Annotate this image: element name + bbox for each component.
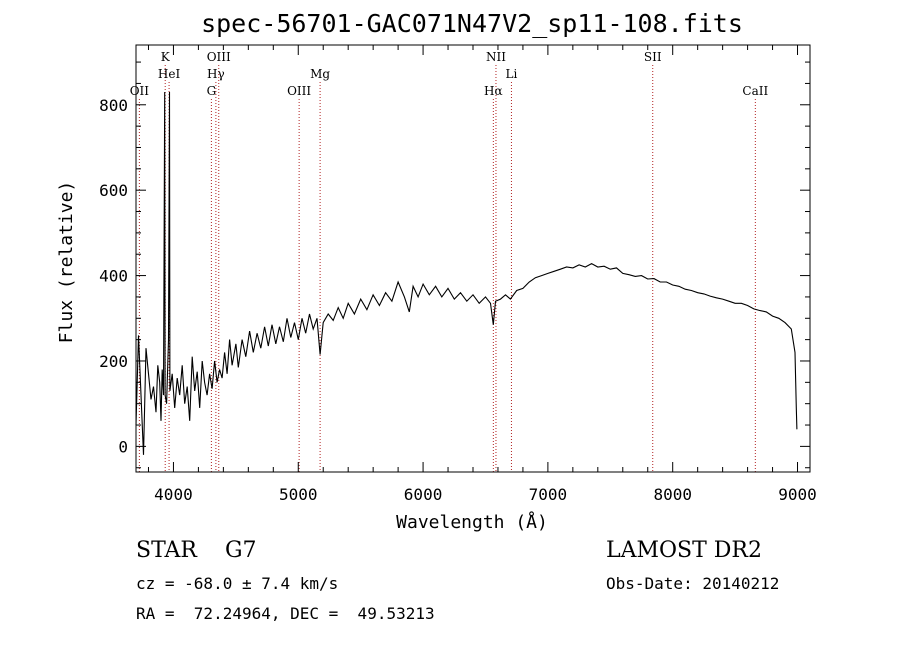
plot-frame [135,44,811,473]
y-axis-label: Flux (relative) [56,181,77,344]
x-tick-label: 8000 [653,485,692,504]
ra-dec: RA = 72.24964, DEC = 49.53213 [136,604,435,623]
spectral-line-label: G [207,84,217,98]
spectral-line-label: Hγ [207,67,225,81]
x-tick-label: 4000 [154,485,193,504]
survey-name: LAMOST DR2 [606,538,762,563]
spectral-line-label: NII [486,50,506,64]
observation-date: Obs-Date: 20140212 [606,574,780,593]
x-axis-label: Wavelength (Å) [396,511,548,533]
y-tick-label: 400 [99,267,128,286]
spectral-line-label: SII [644,50,662,64]
spectral-line-label: Hα [484,84,503,98]
y-tick-label: 0 [118,437,128,456]
spectrum-line [135,91,798,455]
object-class: STAR G7 [136,538,257,563]
x-tick-label: 7000 [529,485,568,504]
y-tick-label: 600 [99,181,128,200]
redshift-cz: cz = -68.0 ± 7.4 km/s [136,574,339,593]
axes: 4000 5000 6000 7000 8000 9000 0 200 400 600 800 [99,44,817,504]
spectral-line-label: CaII [742,84,768,98]
spectral-line-label: OII [130,84,150,98]
x-tick-label: 5000 [279,485,318,504]
spectral-line-label: HeI [158,67,181,81]
spectrum-series [135,91,798,455]
x-tick-label: 9000 [778,485,817,504]
y-tick-label: 800 [99,96,128,115]
spectral-line-label: Li [506,67,518,81]
spectral-line-label: Mg [310,67,330,81]
spectral-line-label: OIII [287,84,311,98]
spectral-line-label: K [161,50,171,64]
x-tick-label: 6000 [404,485,443,504]
y-tick-label: 200 [99,352,128,371]
chart-title: spec-56701-GAC071N47V2_sp11-108.fits [201,9,743,38]
spectral-line-label: OIII [207,50,231,64]
